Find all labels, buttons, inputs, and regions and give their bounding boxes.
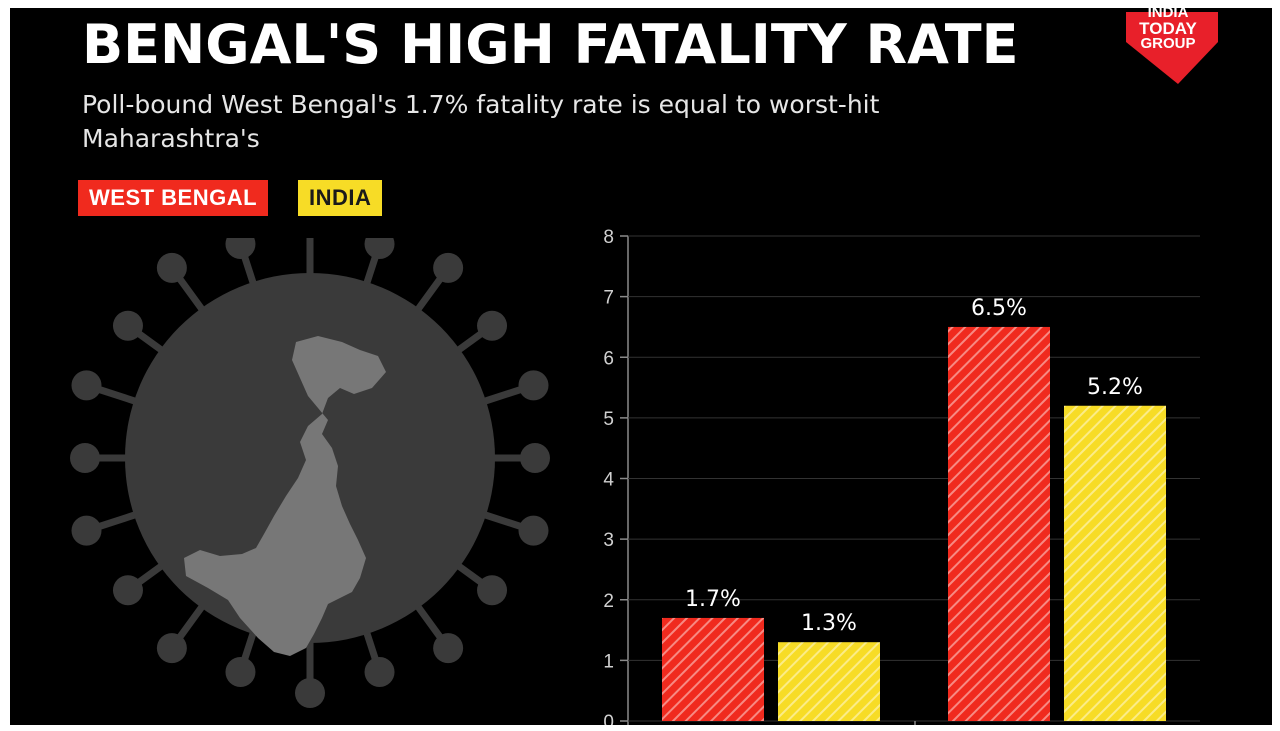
virus-spike: [518, 515, 549, 546]
virus-spike: [112, 575, 143, 606]
logo-text-line: GROUP: [1140, 35, 1196, 52]
chart-labels: 0 1 2 3 4 5 6 7 8 1.7% 1.3% 6.5% 5.2%: [603, 227, 1143, 725]
virus-spike: [364, 238, 395, 260]
virus-spike: [477, 575, 508, 606]
page-title: BENGAL'S HIGH FATALITY RATE: [82, 13, 1019, 76]
virus-spike: [433, 252, 464, 283]
bar-value-label: 1.7%: [685, 587, 741, 612]
y-tick-label: 5: [603, 409, 614, 430]
india-today-group-logo: INDIA TODAY GROUP: [1118, 8, 1228, 92]
y-tick-label: 7: [603, 288, 614, 309]
bar-west-bengal: [662, 617, 764, 721]
y-tick-label: 4: [603, 470, 614, 491]
virus-spike: [156, 633, 187, 664]
virus-spike: [364, 656, 395, 687]
virus-illustration: [70, 238, 550, 708]
legend-india: INDIA: [298, 180, 383, 216]
bar-india: [778, 642, 880, 721]
west-bengal-map-icon: [184, 336, 386, 656]
virus-spike: [225, 656, 256, 687]
legend-west-bengal: WEST BENGAL: [78, 180, 269, 216]
logo-text: INDIA TODAY GROUP: [1118, 8, 1218, 51]
virus-spike: [225, 238, 256, 260]
y-tick-label: 1: [603, 651, 614, 672]
page-subtitle: Poll-bound West Bengal's 1.7% fatality r…: [82, 90, 880, 153]
virus-spike: [518, 370, 549, 401]
bar-india: [1064, 405, 1166, 721]
bar-value-label: 5.2%: [1087, 375, 1143, 400]
virus-spike: [477, 310, 508, 341]
virus-spike: [71, 370, 102, 401]
virus-spike: [71, 515, 102, 546]
virus-spike: [295, 678, 325, 708]
virus-spike: [112, 310, 143, 341]
virus-spike: [70, 443, 100, 473]
bar-value-label: 1.3%: [801, 611, 857, 636]
y-tick-label: 8: [603, 227, 614, 248]
virus-spikes: [70, 238, 550, 708]
logo-text-line: INDIA: [1147, 8, 1189, 21]
logo-text-line: TODAY: [1139, 19, 1197, 38]
y-tick-label: 3: [603, 530, 614, 551]
infographic: BENGAL'S HIGH FATALITY RATE Poll-bound W…: [10, 8, 1272, 725]
y-tick-label: 0: [603, 712, 614, 725]
y-tick-label: 2: [603, 591, 614, 612]
bar-chart: 0 1 2 3 4 5 6 7 8 1.7% 1.3% 6.5% 5.2%: [603, 227, 1200, 725]
logo-heart-icon: [1126, 12, 1218, 84]
virus-spike: [520, 443, 550, 473]
bar-west-bengal: [948, 326, 1050, 721]
virus-spike: [433, 633, 464, 664]
y-tick-label: 6: [603, 348, 614, 369]
chart-bars: [662, 326, 1166, 721]
bar-value-label: 6.5%: [971, 296, 1027, 321]
virus-spike: [156, 252, 187, 283]
